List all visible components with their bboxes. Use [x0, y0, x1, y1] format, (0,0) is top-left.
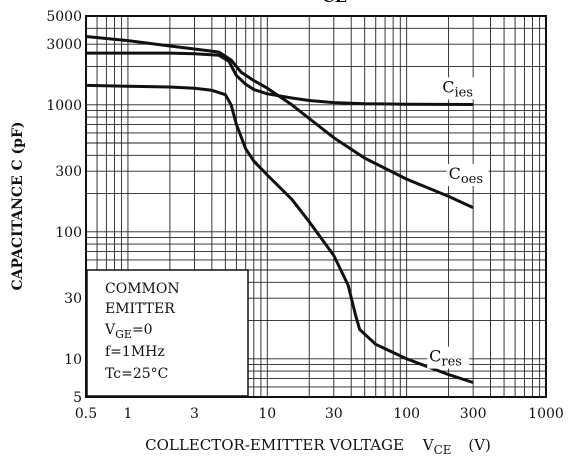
x-axis-label-unit: (V)	[468, 436, 491, 454]
x-axis-label-main: COLLECTOR-EMITTER VOLTAGE	[145, 436, 404, 454]
y-tick-label: 100	[55, 225, 82, 241]
y-tick-label: 10	[64, 352, 82, 368]
x-axis-label-sub: CE	[434, 443, 452, 457]
x-tick-label: 1	[123, 406, 132, 422]
annotation-box	[86, 269, 249, 397]
x-tick-label: 0.5	[75, 406, 97, 422]
series-label-cies: Cies	[442, 77, 473, 100]
y-tick-label: 5	[73, 390, 82, 406]
y-tick-labels: 5 10 30 100 300 1000 3000 5000	[46, 9, 82, 406]
y-axis-label: CAPACITANCE C (pF)	[10, 121, 26, 290]
series-label-cres: Cres	[429, 347, 462, 370]
series-label-bg	[427, 346, 470, 369]
curves	[85, 35, 474, 384]
y-tick-label: 1000	[46, 98, 82, 114]
series-label-coes: Coes	[449, 164, 483, 187]
annotation-vge-main: V	[104, 322, 116, 338]
annotation-vge-value: =0	[132, 322, 153, 338]
y-tick-label: 5000	[46, 9, 82, 25]
annotation-vge-sub: GE	[115, 328, 132, 341]
y-tick-label: 300	[55, 164, 82, 180]
series-label-bg	[446, 164, 489, 187]
top-cut-label-sub: CE	[322, 0, 347, 6]
series-label-sub: res	[441, 355, 462, 370]
series-line-coes	[85, 35, 474, 209]
x-axis-label-sym: V	[422, 436, 435, 454]
x-tick-label: 100	[393, 406, 420, 422]
series-label-sub: oes	[461, 172, 483, 187]
plot-frame	[85, 15, 547, 398]
annotation-line-5: Tc=25°C	[105, 366, 168, 382]
series-label-bg	[440, 77, 483, 100]
series-label-sub: ies	[454, 85, 473, 100]
x-tick-label: 300	[460, 406, 487, 422]
x-tick-label: 10	[258, 406, 276, 422]
top-cut-label: CE	[322, 0, 347, 6]
annotation-line-4: f=1MHz	[105, 344, 165, 360]
series-line-cies	[86, 51, 474, 106]
x-tick-label: 1000	[528, 406, 564, 422]
series-line-cres	[85, 83, 474, 384]
x-tick-label: 3	[190, 406, 199, 422]
x-tick-labels: 0.5 1 3 10 30 100 300 1000	[75, 406, 564, 422]
annotation-line-2: EMITTER	[105, 301, 175, 317]
series-label-main: C	[442, 77, 454, 96]
x-tick-label: 30	[325, 406, 343, 422]
annotation-line-1: COMMON	[105, 281, 180, 297]
y-tick-label: 3000	[46, 37, 82, 53]
series-label-main: C	[449, 164, 461, 183]
annotation-line-3: VGE=0	[104, 322, 153, 341]
y-tick-label: 30	[64, 291, 82, 307]
x-axis-label: COLLECTOR-EMITTER VOLTAGE VCE (V)	[145, 436, 491, 458]
series-label-main: C	[429, 347, 441, 366]
